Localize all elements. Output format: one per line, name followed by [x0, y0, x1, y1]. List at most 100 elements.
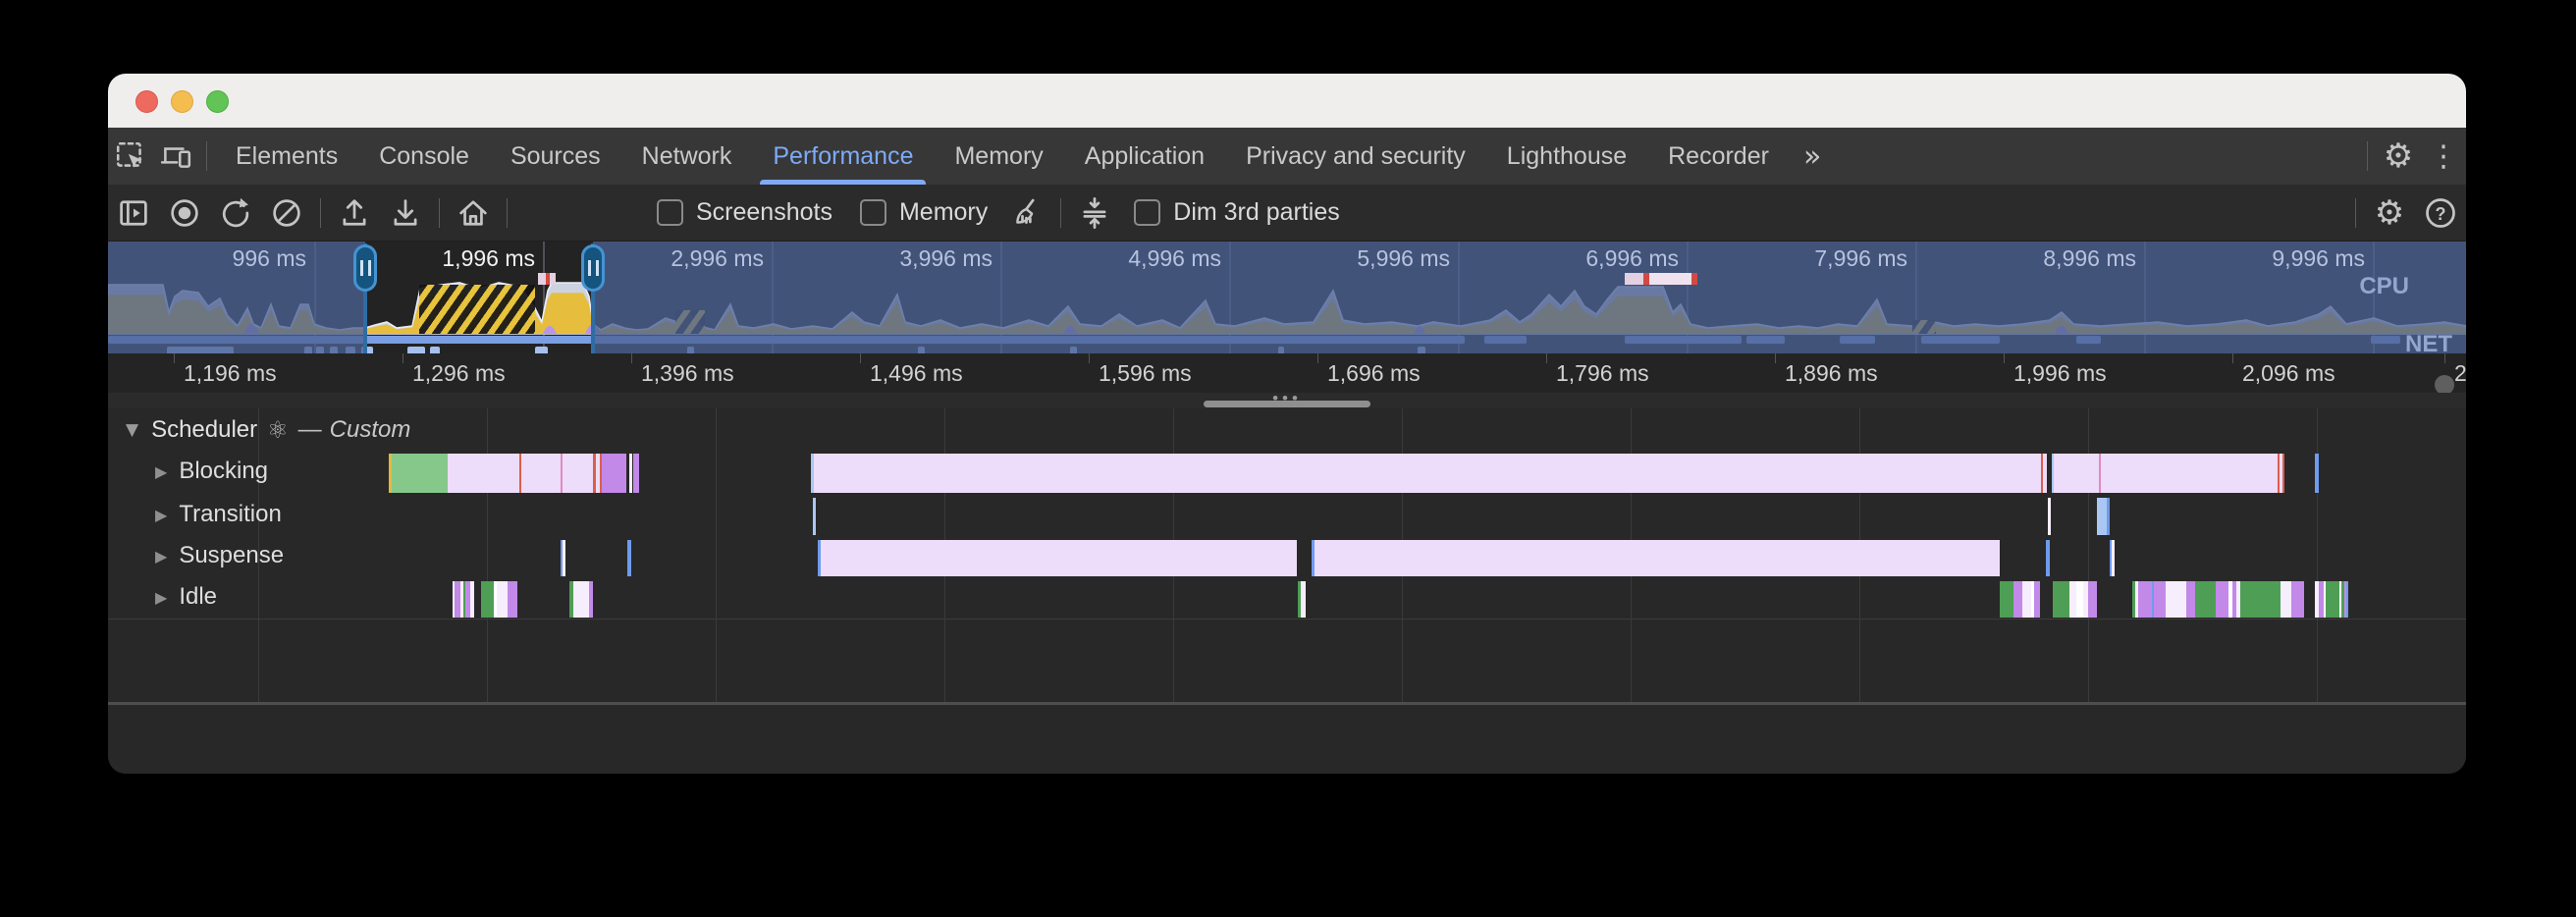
track-row-label-blocking[interactable]: ▶ Blocking [155, 458, 268, 485]
collapse-sections-icon[interactable] [1069, 189, 1120, 237]
blocking-segment[interactable] [519, 454, 521, 493]
suspense-segment[interactable] [561, 540, 563, 576]
blocking-segment[interactable] [2101, 454, 2278, 493]
idle-segment[interactable] [589, 581, 593, 618]
idle-segment[interactable] [2088, 581, 2097, 618]
tab-privacy-and-security[interactable]: Privacy and security [1246, 141, 1466, 170]
scrollbar-thumb-dot[interactable] [2435, 375, 2454, 393]
blocking-segment[interactable] [392, 454, 448, 493]
blocking-segment[interactable] [563, 454, 593, 493]
idle-segment[interactable] [2346, 581, 2348, 618]
blocking-segment[interactable] [389, 454, 392, 493]
expand-triangle-icon[interactable]: ▶ [155, 587, 168, 607]
idle-segment[interactable] [2228, 581, 2232, 618]
idle-segment[interactable] [2132, 581, 2135, 618]
idle-segment[interactable] [569, 581, 573, 618]
track-row-label-transition[interactable]: ▶ Transition [155, 501, 282, 528]
tab-elements[interactable]: Elements [236, 141, 339, 170]
garbage-collect-broom-icon[interactable] [1001, 189, 1052, 237]
blocking-segment[interactable] [2054, 454, 2099, 493]
memory-checkbox[interactable] [859, 199, 886, 226]
idle-segment[interactable] [453, 581, 455, 618]
blocking-segment[interactable] [2041, 454, 2043, 493]
tab-lighthouse[interactable]: Lighthouse [1506, 141, 1628, 170]
expand-triangle-icon[interactable]: ▶ [155, 505, 168, 524]
timeline-ruler[interactable]: 1,196 ms 1,296 ms 1,396 ms 1,496 ms 1,596 ms… [108, 353, 2466, 393]
minimize-window-button[interactable] [171, 90, 193, 113]
suspense-segment[interactable] [818, 540, 821, 576]
left-selection-handle[interactable] [353, 244, 377, 292]
blocking-segment[interactable] [2052, 454, 2054, 493]
idle-segment[interactable] [2069, 581, 2076, 618]
tab-network[interactable]: Network [641, 141, 732, 170]
idle-segment[interactable] [2236, 581, 2240, 618]
blocking-segment[interactable] [521, 454, 561, 493]
download-profile-icon[interactable] [380, 189, 431, 237]
idle-segment[interactable] [2291, 581, 2304, 618]
tab-console[interactable]: Console [379, 141, 469, 170]
idle-segment[interactable] [2053, 581, 2069, 618]
idle-segment[interactable] [465, 581, 470, 618]
blocking-segment[interactable] [600, 454, 602, 493]
idle-segment[interactable] [2281, 581, 2291, 618]
more-tabs-chevron-icon[interactable]: » [1802, 138, 1822, 174]
blocking-segment[interactable] [602, 454, 626, 493]
idle-segment[interactable] [494, 581, 497, 618]
idle-segment[interactable] [2083, 581, 2088, 618]
tab-performance[interactable]: Performance [752, 128, 934, 185]
idle-segment[interactable] [2344, 581, 2346, 618]
blocking-segment[interactable] [2043, 454, 2047, 493]
track-group-header-scheduler[interactable]: ▼ Scheduler ⚛ — Custom [126, 416, 410, 444]
idle-segment[interactable] [470, 581, 474, 618]
right-selection-handle[interactable] [581, 244, 605, 292]
collapse-triangle-icon[interactable]: ▼ [126, 420, 139, 440]
screenshots-checkbox[interactable] [657, 199, 683, 226]
toggle-sidebar-icon[interactable] [108, 189, 159, 237]
record-icon[interactable] [159, 189, 210, 237]
idle-segment[interactable] [2166, 581, 2186, 618]
upload-profile-icon[interactable] [329, 189, 380, 237]
idle-segment[interactable] [2324, 581, 2326, 618]
blocking-segment[interactable] [633, 454, 639, 493]
idle-segment[interactable] [2339, 581, 2341, 618]
blocking-segment[interactable] [448, 454, 519, 493]
idle-segment[interactable] [2326, 581, 2339, 618]
idle-segment[interactable] [481, 581, 494, 618]
idle-segment[interactable] [1301, 581, 1306, 618]
idle-segment[interactable] [2195, 581, 2216, 618]
overview-resize-sash[interactable]: ••• [108, 389, 2466, 408]
idle-segment[interactable] [2341, 581, 2344, 618]
memory-checkbox-group[interactable]: Memory [859, 198, 988, 227]
right-selection-handle-line[interactable] [591, 243, 595, 353]
screenshots-checkbox-group[interactable]: Screenshots [657, 198, 832, 227]
idle-segment[interactable] [2022, 581, 2031, 618]
left-selection-handle-line[interactable] [363, 243, 367, 353]
settings-gear-icon[interactable]: ⚙ [2383, 136, 2414, 176]
suspense-segment[interactable] [627, 540, 631, 576]
idle-segment[interactable] [508, 581, 517, 618]
idle-segment[interactable] [2076, 581, 2083, 618]
blocking-segment[interactable] [2315, 454, 2319, 493]
tab-recorder[interactable]: Recorder [1668, 141, 1769, 170]
track-row-label-idle[interactable]: ▶ Idle [155, 583, 217, 611]
idle-segment[interactable] [2315, 581, 2319, 618]
capture-settings-gear-icon[interactable]: ⚙ [2374, 192, 2405, 233]
suspense-segment[interactable] [1312, 540, 1315, 576]
blocking-segment[interactable] [811, 454, 814, 493]
idle-segment[interactable] [2186, 581, 2195, 618]
suspense-segment[interactable] [821, 540, 1297, 576]
blocking-segment[interactable] [596, 454, 600, 493]
idle-segment[interactable] [2152, 581, 2154, 618]
idle-segment[interactable] [463, 581, 465, 618]
idle-segment[interactable] [2000, 581, 2013, 618]
tab-sources[interactable]: Sources [510, 141, 601, 170]
idle-segment[interactable] [2138, 581, 2152, 618]
transition-segment[interactable] [2097, 498, 2107, 535]
tab-memory[interactable]: Memory [954, 141, 1044, 170]
transition-segment[interactable] [2107, 498, 2110, 535]
suspense-segment[interactable] [1315, 540, 2000, 576]
track-row-label-suspense[interactable]: ▶ Suspense [155, 542, 284, 569]
idle-segment[interactable] [573, 581, 589, 618]
transition-segment[interactable] [2048, 498, 2051, 535]
device-toolbar-icon[interactable] [153, 134, 198, 179]
